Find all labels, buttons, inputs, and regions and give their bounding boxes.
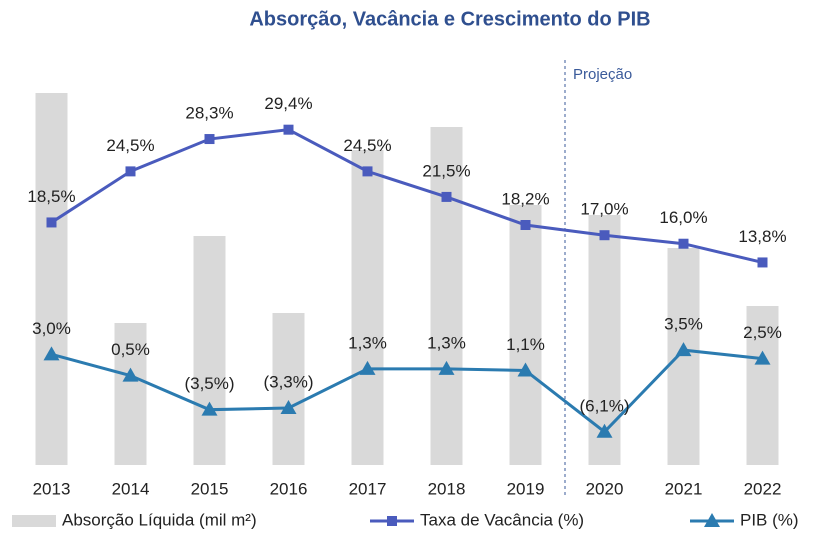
data-label: 18,2%	[501, 189, 549, 208]
data-label: 3,5%	[664, 315, 703, 334]
marker	[362, 166, 373, 177]
data-label: 18,5%	[27, 187, 75, 206]
marker	[283, 124, 294, 135]
data-label: 24,5%	[106, 136, 154, 155]
bar	[667, 248, 700, 465]
data-label: 1,3%	[348, 333, 387, 352]
chart-title: Absorção, Vacância e Crescimento do PIB	[249, 8, 650, 30]
data-label: 16,0%	[659, 208, 707, 227]
data-label: 13,8%	[738, 227, 786, 246]
data-label: 29,4%	[264, 94, 312, 113]
marker	[204, 134, 215, 145]
bar	[272, 313, 305, 465]
marker	[201, 401, 218, 416]
legend-swatch	[12, 515, 56, 527]
marker	[599, 230, 610, 241]
x-tick-label: 2018	[428, 479, 466, 498]
x-tick-label: 2013	[33, 479, 71, 498]
x-tick-label: 2022	[744, 479, 782, 498]
x-tick-label: 2020	[586, 479, 624, 498]
bar	[114, 323, 147, 465]
data-label: (3,3%)	[263, 372, 313, 391]
marker	[122, 367, 139, 382]
data-label: 21,5%	[422, 161, 470, 180]
x-tick-label: 2014	[112, 479, 150, 498]
bar	[746, 306, 779, 465]
marker	[43, 346, 60, 361]
data-label: 1,1%	[506, 335, 545, 354]
data-label: (6,1%)	[579, 396, 629, 415]
x-tick-label: 2021	[665, 479, 703, 498]
data-label: 17,0%	[580, 200, 628, 219]
marker	[125, 166, 136, 177]
data-label: 2,5%	[743, 323, 782, 342]
bar	[193, 236, 226, 465]
x-tick-label: 2016	[270, 479, 308, 498]
legend-marker	[387, 516, 397, 526]
line	[50, 128, 763, 264]
data-label: 1,3%	[427, 333, 466, 352]
data-label: 3,0%	[32, 319, 71, 338]
data-label: (3,5%)	[184, 374, 234, 393]
x-tick-label: 2015	[191, 479, 229, 498]
marker	[757, 257, 768, 268]
legend-marker	[704, 513, 720, 527]
data-label: 28,3%	[185, 104, 233, 123]
data-label: 0,5%	[111, 340, 150, 359]
marker	[520, 220, 531, 230]
line	[51, 348, 763, 434]
marker	[441, 191, 452, 202]
data-label: 24,5%	[343, 136, 391, 155]
marker	[280, 399, 297, 414]
marker	[46, 217, 57, 228]
marker	[438, 360, 455, 375]
marker	[678, 238, 689, 249]
marker	[754, 350, 771, 365]
legend-label: PIB (%)	[740, 510, 799, 529]
legend-label: Absorção Líquida (mil m²)	[62, 510, 257, 529]
marker	[596, 423, 613, 438]
marker	[675, 342, 692, 357]
bar	[35, 93, 68, 465]
projection-label: Projeção	[573, 66, 632, 83]
x-tick-label: 2019	[507, 479, 545, 498]
x-tick-label: 2017	[349, 479, 387, 498]
bar	[351, 150, 384, 465]
bar	[430, 127, 463, 465]
legend-label: Taxa de Vacância (%)	[420, 510, 584, 529]
bar	[509, 205, 542, 465]
marker	[517, 362, 534, 377]
marker	[359, 360, 376, 375]
